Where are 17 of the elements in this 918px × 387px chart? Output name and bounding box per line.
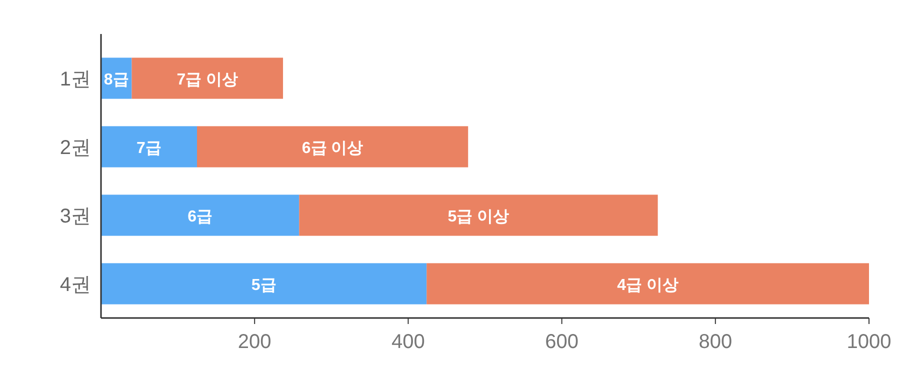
annotation: 5급 <box>251 276 276 294</box>
x-tick-label: 1000 <box>846 331 892 353</box>
annotation: 4급 이상 <box>617 276 678 294</box>
annotation: 6급 <box>188 208 213 226</box>
annotation: 7급 <box>136 140 162 157</box>
y-tick-label: 3권 <box>60 205 91 228</box>
annotation: 6급 이상 <box>302 140 364 157</box>
x-tick-label: 600 <box>545 331 578 353</box>
annotation: 8급 <box>104 71 129 88</box>
x-tick-label: 800 <box>698 331 732 353</box>
x-tick-label: 200 <box>238 331 272 353</box>
y-tick-label: 2권 <box>60 136 91 159</box>
y-tick-label: 1권 <box>60 68 91 90</box>
annotation: 7급 이상 <box>176 71 238 88</box>
x-tick-label: 400 <box>392 331 425 353</box>
y-tick-label: 4권 <box>60 274 91 296</box>
annotation: 5급 이상 <box>448 208 510 226</box>
